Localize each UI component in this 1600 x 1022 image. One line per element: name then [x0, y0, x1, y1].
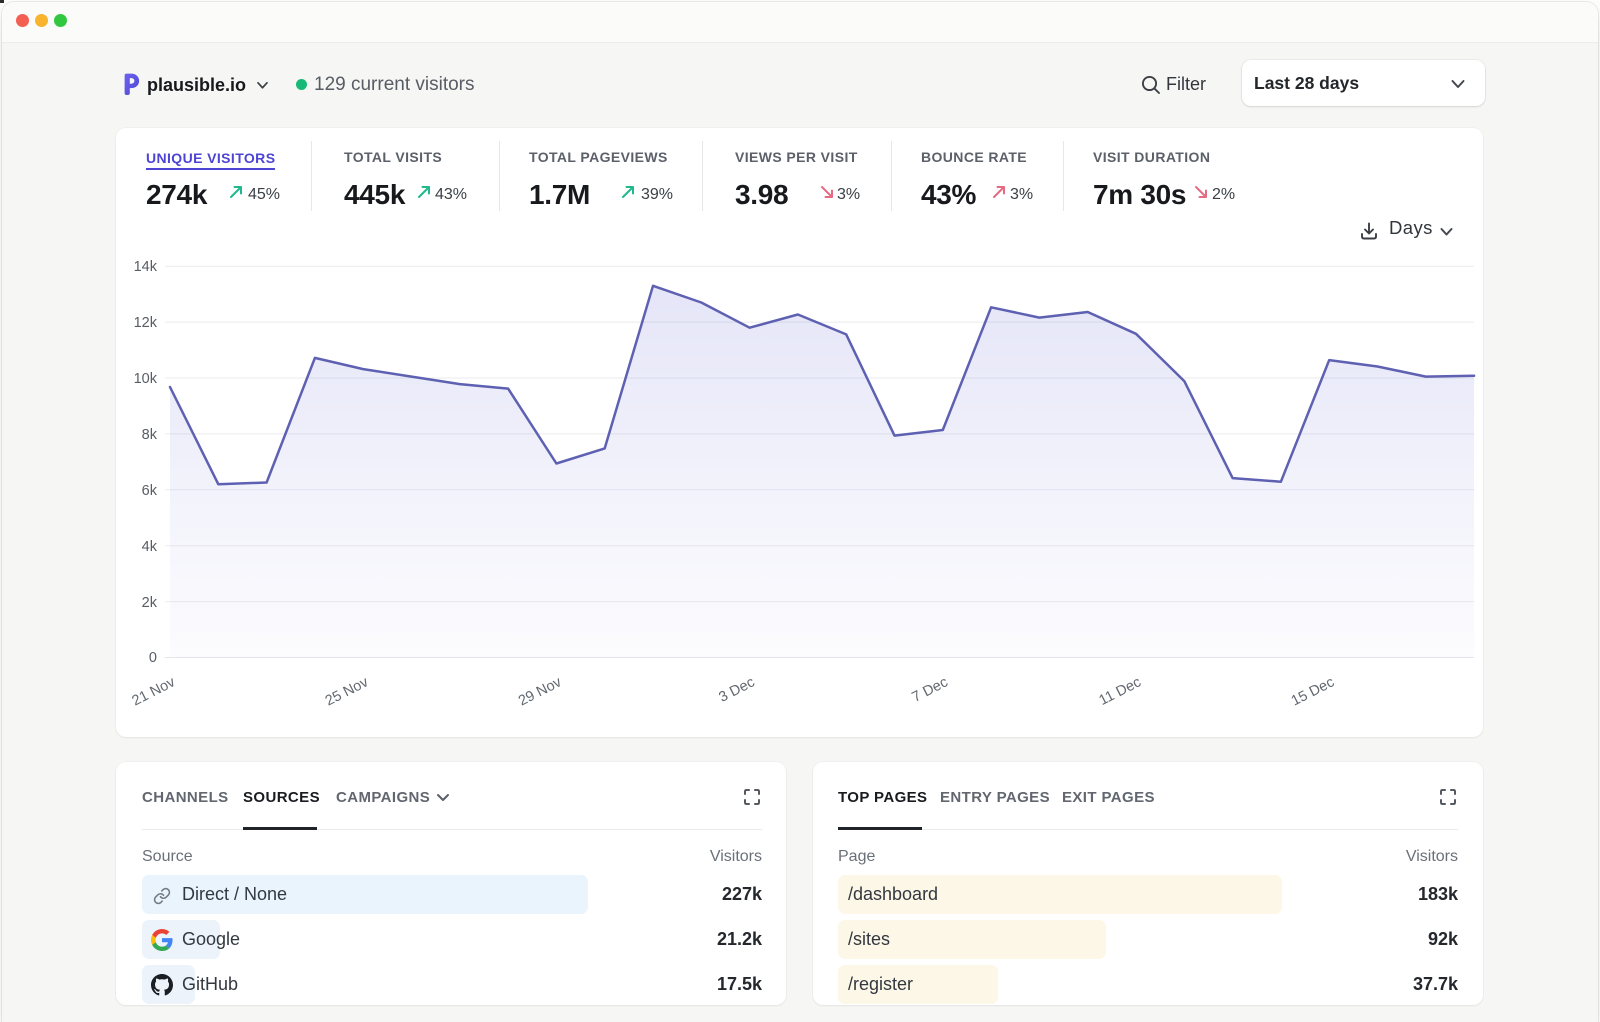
svg-text:14k: 14k — [134, 259, 158, 275]
svg-text:15 Dec: 15 Dec — [1289, 674, 1337, 709]
svg-text:21 Nov: 21 Nov — [130, 674, 179, 709]
svg-text:0: 0 — [149, 650, 157, 666]
svg-text:7 Dec: 7 Dec — [910, 674, 951, 705]
svg-text:12k: 12k — [134, 315, 158, 331]
svg-text:4k: 4k — [142, 539, 158, 555]
svg-text:11 Dec: 11 Dec — [1097, 674, 1144, 709]
svg-text:6k: 6k — [142, 483, 158, 499]
svg-text:25 Nov: 25 Nov — [323, 674, 372, 709]
svg-text:10k: 10k — [134, 371, 158, 387]
svg-text:29 Nov: 29 Nov — [516, 674, 565, 709]
svg-text:8k: 8k — [142, 427, 158, 443]
svg-text:3 Dec: 3 Dec — [716, 674, 757, 705]
svg-text:2k: 2k — [142, 595, 158, 611]
